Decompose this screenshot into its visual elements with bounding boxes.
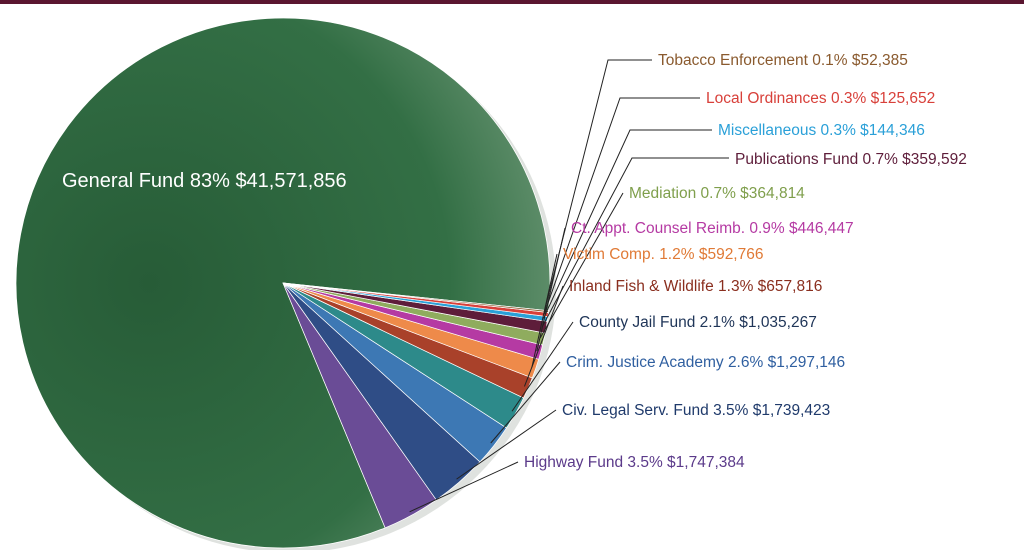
leader-line-civ-legal-serv-fund [456, 409, 557, 480]
slice-label-ct-appt-counsel-reimb: Ct. Appt. Counsel Reimb. 0.9% $446,447 [571, 220, 854, 237]
slice-label-percent: 1.2% [659, 246, 699, 263]
slice-label-name: Highway Fund [524, 454, 627, 471]
slice-label-amount: $1,747,384 [667, 454, 745, 471]
slice-label-tobacco-enforcement: Tobacco Enforcement 0.1% $52,385 [658, 52, 908, 69]
slice-label-percent: 0.7% [701, 185, 741, 202]
slice-label-percent: 0.1% [812, 52, 852, 69]
slice-label-percent: 3.5% [627, 454, 667, 471]
slice-label-amount: $359,592 [902, 151, 967, 168]
slice-label-local-ordinances: Local Ordinances 0.3% $125,652 [706, 90, 935, 107]
slice-label-crim-justice-academy: Crim. Justice Academy 2.6% $1,297,146 [566, 354, 845, 371]
slice-label-amount: $657,816 [758, 278, 823, 295]
slice-label-amount: $592,766 [699, 246, 764, 263]
slice-label-percent: 0.9% [749, 220, 789, 237]
leader-line-crim-justice-academy [490, 361, 561, 444]
slice-label-highway-fund: Highway Fund 3.5% $1,747,384 [524, 454, 745, 471]
slice-label-name: Inland Fish & Wildlife [569, 278, 718, 295]
slice-label-percent: 0.3% [831, 90, 871, 107]
slice-label-name: Civ. Legal Serv. Fund [562, 402, 713, 419]
slice-label-name: County Jail Fund [579, 314, 700, 331]
slice-label-mediation: Mediation 0.7% $364,814 [629, 185, 805, 202]
slice-label-general-fund: General Fund 83% $41,571,856 [62, 170, 347, 192]
slice-label-percent: 0.7% [863, 151, 903, 168]
slice-label-name: Tobacco Enforcement [658, 52, 812, 69]
slice-label-name: Publications Fund [735, 151, 863, 168]
slice-label-amount: $1,035,267 [739, 314, 817, 331]
slice-label-percent: 3.5% [713, 402, 753, 419]
slice-label-name: Victim Comp. [563, 246, 659, 263]
slice-label-miscellaneous: Miscellaneous 0.3% $144,346 [718, 122, 925, 139]
slice-label-name: Miscellaneous [718, 122, 821, 139]
slice-label-name: Mediation [629, 185, 701, 202]
slice-label-amount: $125,652 [871, 90, 936, 107]
slice-label-civ-legal-serv-fund: Civ. Legal Serv. Fund 3.5% $1,739,423 [562, 402, 830, 419]
slice-label-amount: $446,447 [789, 220, 854, 237]
leader-line-local-ordinances [543, 97, 700, 315]
leader-line-highway-fund [409, 461, 519, 513]
leader-line-inland-fish-wildlife [523, 285, 564, 387]
slice-label-amount: $364,814 [740, 185, 805, 202]
slice-label-percent: 2.1% [700, 314, 740, 331]
top-rule [0, 0, 1024, 4]
slice-label-victim-comp: Victim Comp. 1.2% $592,766 [563, 246, 763, 263]
slice-label-inland-fish-wildlife: Inland Fish & Wildlife 1.3% $657,816 [569, 278, 822, 295]
leader-line-ct-appt-counsel-reimb [536, 227, 566, 352]
slice-label-name: Ct. Appt. Counsel Reimb. [571, 220, 749, 237]
slice-label-percent: 2.6% [728, 354, 768, 371]
slice-label-name: Crim. Justice Academy [566, 354, 728, 371]
leader-line-miscellaneous [543, 129, 712, 319]
slice-label-percent: 0.3% [821, 122, 861, 139]
leader-line-tobacco-enforcement [543, 59, 652, 312]
leader-line-victim-comp [531, 253, 558, 368]
slice-label-amount: $144,346 [860, 122, 925, 139]
pie-slice-tobacco-enforcement [282, 282, 549, 313]
slice-label-name: Local Ordinances [706, 90, 831, 107]
leader-line-mediation [539, 192, 624, 339]
slice-label-percent: 1.3% [718, 278, 758, 295]
slice-label-amount: $1,739,423 [753, 402, 831, 419]
slice-label-county-jail-fund: County Jail Fund 2.1% $1,035,267 [579, 314, 817, 331]
leader-line-publications-fund [541, 157, 729, 327]
slice-label-amount: $1,297,146 [768, 354, 846, 371]
leader-line-county-jail-fund [511, 321, 574, 412]
slice-label-amount: $52,385 [852, 52, 908, 69]
slice-label-publications-fund: Publications Fund 0.7% $359,592 [735, 151, 967, 168]
